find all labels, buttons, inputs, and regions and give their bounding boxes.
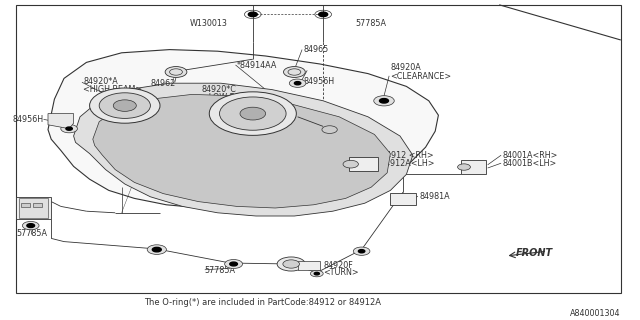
Bar — [33, 203, 42, 207]
Circle shape — [314, 272, 319, 275]
Circle shape — [353, 247, 370, 255]
Circle shape — [165, 67, 187, 77]
Circle shape — [380, 99, 388, 103]
Circle shape — [374, 96, 394, 106]
Circle shape — [209, 92, 296, 135]
Circle shape — [322, 126, 337, 133]
Text: <LOW BEAM>: <LOW BEAM> — [202, 93, 259, 102]
Bar — [19, 198, 48, 218]
Circle shape — [240, 107, 266, 120]
Text: <CLEARANCE>: <CLEARANCE> — [390, 72, 452, 81]
Text: 84001A<RH>: 84001A<RH> — [502, 151, 558, 160]
Circle shape — [248, 12, 257, 17]
Text: 84920A: 84920A — [390, 63, 421, 72]
Bar — [390, 193, 416, 205]
Text: 84956H: 84956H — [12, 116, 44, 124]
Circle shape — [230, 262, 237, 266]
Text: 84965: 84965 — [304, 45, 329, 54]
Bar — [298, 261, 320, 270]
Circle shape — [358, 250, 365, 253]
Text: 57785A: 57785A — [355, 20, 386, 28]
Circle shape — [225, 260, 243, 268]
Text: 57785A: 57785A — [205, 266, 236, 275]
Text: 84981A: 84981A — [419, 192, 450, 201]
Text: <HIGH BEAM>: <HIGH BEAM> — [83, 85, 142, 94]
Text: 84001B<LH>: 84001B<LH> — [502, 159, 557, 168]
Polygon shape — [48, 50, 438, 210]
Circle shape — [22, 221, 39, 230]
Circle shape — [294, 82, 301, 85]
Text: 84962: 84962 — [151, 79, 176, 88]
Text: The O-ring(*) are included in PartCode:84912 or 84912A: The O-ring(*) are included in PartCode:8… — [144, 298, 381, 307]
Bar — [21, 203, 30, 207]
Circle shape — [66, 127, 72, 130]
Text: <TURN>: <TURN> — [323, 268, 359, 277]
Circle shape — [284, 67, 305, 77]
Circle shape — [90, 88, 160, 123]
Polygon shape — [74, 83, 413, 216]
Text: 57785A: 57785A — [17, 229, 47, 238]
Circle shape — [99, 93, 150, 118]
Text: 84920*A: 84920*A — [83, 77, 118, 86]
Text: 84912A<LH>: 84912A<LH> — [381, 159, 435, 168]
Circle shape — [152, 247, 161, 252]
Circle shape — [343, 160, 358, 168]
Text: 84912 <RH>: 84912 <RH> — [381, 151, 433, 160]
Circle shape — [283, 260, 300, 268]
Bar — [349, 157, 378, 171]
Circle shape — [27, 224, 35, 228]
Circle shape — [113, 100, 136, 111]
Circle shape — [458, 164, 470, 170]
Polygon shape — [48, 114, 74, 129]
Circle shape — [277, 257, 305, 271]
Circle shape — [289, 79, 306, 87]
Text: 84920*C: 84920*C — [202, 85, 236, 94]
Text: 84956H: 84956H — [304, 77, 335, 86]
Polygon shape — [93, 94, 390, 208]
Circle shape — [310, 270, 323, 277]
Text: *84914AA: *84914AA — [237, 61, 277, 70]
Circle shape — [147, 245, 166, 254]
Text: A840001304: A840001304 — [570, 309, 621, 318]
Circle shape — [220, 97, 286, 130]
Circle shape — [319, 12, 328, 17]
Bar — [461, 160, 486, 174]
Circle shape — [61, 124, 77, 133]
Text: FRONT: FRONT — [516, 248, 553, 258]
Text: 84920F: 84920F — [323, 261, 353, 270]
Text: W130013: W130013 — [189, 20, 227, 28]
Bar — [16, 197, 51, 219]
